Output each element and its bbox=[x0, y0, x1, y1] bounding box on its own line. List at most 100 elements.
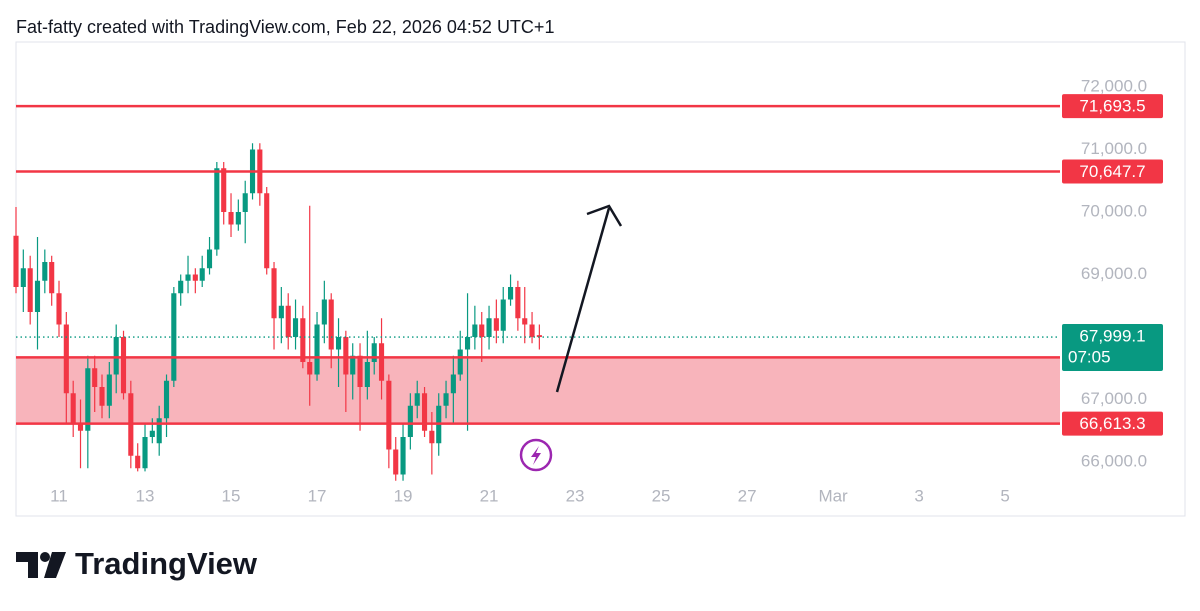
x-tick-label: 13 bbox=[136, 486, 155, 505]
candle-body bbox=[70, 393, 76, 425]
candle-body bbox=[343, 337, 349, 375]
candle-body bbox=[149, 430, 155, 437]
candle-body bbox=[493, 318, 499, 331]
y-tick-label: 66,000.0 bbox=[1081, 451, 1147, 470]
y-tick-label: 71,000.0 bbox=[1081, 139, 1147, 158]
candle-body bbox=[507, 287, 514, 300]
y-tick-label: 67,000.0 bbox=[1081, 389, 1147, 408]
candle-body bbox=[135, 455, 141, 469]
candle-body bbox=[457, 349, 463, 375]
arrow-head bbox=[586, 204, 623, 227]
x-tick-label: 3 bbox=[914, 486, 923, 505]
candle-body bbox=[34, 280, 41, 312]
candle-body bbox=[92, 368, 98, 387]
candle-body bbox=[156, 418, 162, 444]
candle-body bbox=[106, 374, 112, 406]
candle-body bbox=[228, 212, 234, 225]
candles-layer bbox=[13, 143, 542, 481]
arrow-shaft bbox=[555, 207, 611, 393]
candle-body bbox=[536, 335, 542, 338]
arrow-annotation bbox=[555, 204, 623, 393]
candle-body bbox=[364, 362, 370, 387]
candle-body bbox=[85, 368, 91, 431]
candle-body bbox=[142, 437, 148, 469]
candle-body bbox=[421, 393, 428, 431]
chart-frame bbox=[15, 41, 1186, 517]
level-badge bbox=[1062, 411, 1163, 436]
level-label: 71,693.5 bbox=[1079, 97, 1145, 116]
candle-body bbox=[292, 318, 299, 337]
candle-body bbox=[49, 262, 55, 294]
candle-body bbox=[56, 293, 62, 325]
logo-part bbox=[16, 552, 38, 578]
price-label: 67,999.1 bbox=[1079, 327, 1145, 346]
candle-body bbox=[500, 299, 506, 331]
candle-body bbox=[185, 274, 191, 281]
support-zone bbox=[16, 357, 1060, 424]
candle-body bbox=[206, 249, 213, 269]
candle-body bbox=[99, 387, 105, 406]
candle-body bbox=[335, 337, 342, 350]
candle-body bbox=[393, 449, 399, 475]
candle-body bbox=[486, 318, 492, 337]
candle-body bbox=[163, 380, 170, 419]
candle-body bbox=[386, 380, 392, 450]
brand-name: TradingView bbox=[75, 546, 258, 581]
candle-body bbox=[414, 393, 420, 406]
x-tick-label: 17 bbox=[308, 486, 327, 505]
price-badge bbox=[1062, 324, 1163, 372]
event-icon bbox=[519, 438, 553, 472]
axis-layer: 66,000.067,000.068,000.069,000.070,000.0… bbox=[50, 76, 1147, 505]
candle-body bbox=[20, 268, 26, 287]
logo-part bbox=[44, 552, 66, 578]
candle-body bbox=[63, 324, 69, 394]
candle-body bbox=[479, 324, 485, 337]
candle-body bbox=[42, 262, 48, 281]
x-tick-label: Mar bbox=[818, 486, 848, 505]
badges-layer: 71,693.570,647.767,675.066,613.367,999.1… bbox=[1062, 94, 1163, 436]
candle-body bbox=[472, 324, 478, 337]
x-tick-label: 15 bbox=[222, 486, 241, 505]
candle-body bbox=[407, 405, 413, 437]
candle-body bbox=[515, 287, 521, 319]
logo-part bbox=[40, 552, 50, 562]
candle-body bbox=[27, 268, 33, 312]
candle-body bbox=[321, 299, 327, 325]
candle-body bbox=[271, 268, 277, 319]
candle-body bbox=[357, 355, 363, 387]
lines-layer bbox=[16, 104, 1060, 425]
zone-layer bbox=[16, 357, 1060, 424]
candle-body bbox=[221, 168, 227, 212]
x-tick-label: 19 bbox=[394, 486, 413, 505]
candle-body bbox=[443, 393, 449, 406]
candle-body bbox=[300, 318, 306, 362]
candle-body bbox=[113, 337, 119, 375]
candle-body bbox=[450, 374, 456, 394]
price-countdown: 07:05 bbox=[1068, 348, 1111, 367]
x-tick-label: 23 bbox=[566, 486, 585, 505]
candle-body bbox=[400, 437, 406, 475]
candle-body bbox=[529, 324, 535, 337]
x-tick-label: 21 bbox=[480, 486, 499, 505]
level-badge bbox=[1062, 94, 1163, 119]
candle-body bbox=[278, 305, 284, 319]
candle-body bbox=[214, 168, 220, 250]
candle-body bbox=[77, 424, 84, 431]
candle-body bbox=[307, 362, 313, 375]
level-label: 66,613.3 bbox=[1079, 414, 1145, 433]
header-text: Fat-fatty created with TradingView.com, … bbox=[16, 17, 554, 37]
candle-body bbox=[242, 193, 248, 212]
candle-body bbox=[235, 212, 241, 225]
candle-body bbox=[285, 305, 291, 337]
candle-body bbox=[199, 268, 205, 281]
x-tick-label: 25 bbox=[652, 486, 671, 505]
candle-body bbox=[429, 430, 435, 444]
candle-body bbox=[120, 337, 127, 394]
candle-body bbox=[371, 343, 377, 362]
candle-body bbox=[314, 324, 320, 375]
candle-body bbox=[328, 299, 334, 350]
brand-logo bbox=[16, 552, 66, 578]
x-tick-label: 27 bbox=[738, 486, 757, 505]
candle-body bbox=[522, 318, 528, 325]
